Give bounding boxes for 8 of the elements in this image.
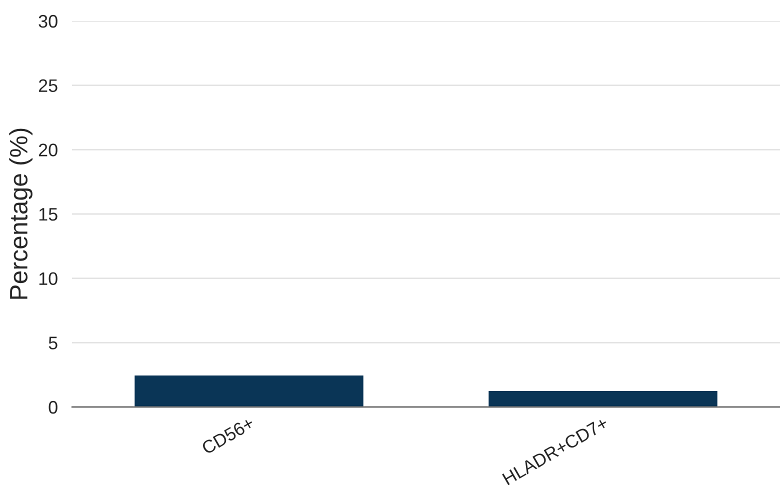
y-tick-label: 10 <box>39 272 58 286</box>
y-tick-label: 15 <box>39 208 58 221</box>
y-tick-label: 30 <box>38 14 58 28</box>
y-tick-label: 20 <box>38 144 58 156</box>
y-axis-title: Percentage (%) <box>9 128 32 299</box>
y-tick-label: 5 <box>48 336 58 350</box>
y-tick-label: 25 <box>38 79 58 92</box>
y-tick-label: 0 <box>48 400 58 414</box>
